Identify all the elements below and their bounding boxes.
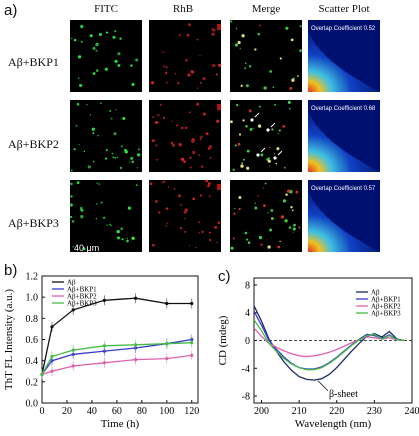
series-line-2: [41, 354, 192, 376]
annotation-beta-sheet: β-sheet: [329, 389, 358, 400]
data-point: [50, 369, 54, 373]
series-line-2: [253, 327, 405, 358]
data-point: [190, 341, 194, 345]
data-point: [134, 358, 138, 362]
legend-label: Aβ+BKP2: [67, 293, 97, 301]
overlap-coef-bkp1: Overlap Coefficient 0.52: [311, 26, 376, 32]
overlap-coef-bkp2: Overlap Coefficient 0.68: [311, 106, 376, 112]
micrograph-merge-row-3: [230, 180, 302, 252]
data-point: [71, 348, 75, 352]
data-point: [102, 349, 106, 353]
micrograph-rhb-row-1: [149, 20, 221, 92]
scale-bar-label: 40 μm: [74, 243, 100, 253]
x-tick-label: 80: [137, 406, 147, 417]
x-tick-label: 210: [292, 406, 307, 417]
data-point: [190, 353, 194, 357]
data-point: [50, 354, 54, 359]
series-line-3: [253, 319, 405, 371]
legend-label: Aβ: [67, 279, 76, 287]
data-point: [71, 308, 75, 312]
micrograph-fitc-row-1: [70, 20, 142, 92]
micrograph-fitc-row-2: [70, 100, 142, 172]
y-tick-label: 0: [245, 336, 250, 347]
legend-label: Aβ+BKP2: [371, 303, 401, 311]
x-tick-label: 120: [184, 406, 199, 417]
data-point: [102, 344, 106, 348]
micrograph-fitc-row-3: [70, 180, 142, 252]
data-point: [165, 356, 169, 361]
y-tick-label: 0.6: [26, 335, 39, 346]
legend-label: Aβ: [371, 289, 380, 297]
x-tick-label: 20: [62, 406, 72, 417]
y-tick-label: 4: [245, 308, 250, 319]
data-point: [134, 296, 138, 300]
series-line-0: [41, 297, 192, 375]
y-tick-label: 1.2: [26, 272, 39, 283]
y-tick-label: -8: [242, 392, 250, 403]
x-tick-label: 240: [405, 406, 419, 417]
col-header-merge: Merge: [251, 3, 281, 15]
legend-label: Aβ+BKP1: [67, 286, 97, 294]
panel-b-letter: b): [4, 262, 18, 279]
data-point: [102, 361, 106, 365]
row-label-bkp2: Aβ+BKP2: [8, 137, 59, 151]
x-tick-label: 0: [40, 406, 45, 417]
micrograph-merge-row-2: [230, 100, 302, 172]
data-point: [134, 343, 138, 347]
y-axis-label: CD (mdeg): [217, 315, 229, 365]
panel-c-letter: c): [218, 268, 231, 285]
x-tick-label: 200: [254, 406, 269, 417]
micrograph-scatter-row-2: [308, 100, 380, 172]
micrograph-merge-row-1: [230, 20, 302, 92]
annotation-pointer: [317, 380, 329, 392]
legend-label: Aβ+BKP1: [371, 296, 401, 304]
data-point: [190, 301, 194, 306]
plot-frame: [41, 275, 199, 404]
y-tick-label: 8: [245, 280, 250, 291]
y-tick-label: 0.8: [26, 314, 39, 325]
col-header-scatter: Scatter Plot: [318, 3, 370, 15]
y-tick-label: 0.4: [26, 356, 39, 367]
row-label-bkp1: Aβ+BKP1: [8, 55, 59, 69]
data-point: [50, 325, 54, 329]
data-point: [165, 301, 169, 306]
y-tick-label: 0.2: [26, 377, 39, 388]
x-tick-label: 60: [112, 406, 122, 417]
chart-c-circular-dichroism: 200 210 220 230 240 -8 -4 0 4 8 Wavelength (nm) CD …: [217, 277, 419, 430]
overlap-coef-bkp3: Overlap Coefficient 0.57: [311, 186, 376, 192]
legend-label: Aβ+BKP3: [67, 300, 97, 308]
panel-a-letter: a): [4, 2, 18, 19]
col-header-rhb: RhB: [172, 3, 194, 15]
series-line-0: [253, 305, 405, 381]
micrograph-rhb-row-2: [149, 100, 221, 172]
data-point: [40, 372, 44, 377]
y-tick-label: 1.0: [26, 293, 39, 304]
data-point: [71, 364, 75, 368]
y-axis-label: ThT FL Intensity (a.u.): [3, 289, 15, 390]
chart-b-thioflavin: 0 20 40 60 80 100 120 0.0 0.2 0.4 0.6 0.8 1.0 1.2 Time…: [3, 272, 199, 431]
x-tick-label: 100: [159, 406, 174, 417]
x-axis-label: Wavelength (nm): [295, 418, 372, 430]
scale-bar: [74, 256, 104, 258]
micrograph-rhb-row-3: [149, 180, 221, 252]
series-line-1: [41, 338, 192, 375]
row-label-bkp3: Aβ+BKP3: [8, 216, 59, 230]
data-point: [102, 298, 106, 302]
y-tick-label: 0.0: [26, 399, 39, 410]
x-tick-label: 230: [367, 406, 382, 417]
x-tick-label: 40: [87, 406, 97, 417]
x-tick-label: 220: [329, 406, 344, 417]
data-point: [165, 342, 169, 346]
micrograph-scatter-row-1: [308, 20, 380, 92]
legend-label: Aβ+BKP3: [371, 310, 401, 318]
x-axis-label: Time (h): [101, 418, 140, 430]
y-tick-label: -4: [242, 364, 250, 375]
micrograph-scatter-row-3: [308, 180, 380, 252]
col-header-fitc: FITC: [94, 3, 118, 15]
